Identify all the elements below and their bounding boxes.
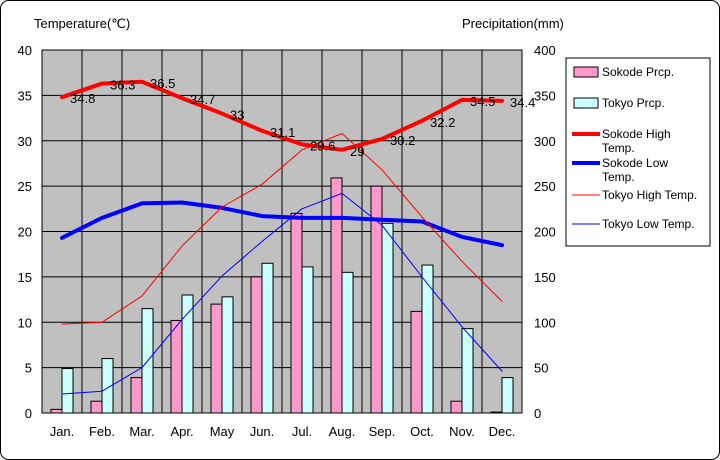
y-tick-label-left: 0 xyxy=(25,406,32,421)
bar-sokode-prcp-mark xyxy=(90,400,103,414)
bar-sokode-prcp-mark xyxy=(210,303,223,414)
x-tick-label: Aug. xyxy=(329,424,356,439)
y-tick-label-left: 10 xyxy=(18,315,32,330)
left-axis-label: Temperature(℃) xyxy=(34,16,130,31)
bar-tokyo-prcp-mark xyxy=(221,296,234,414)
legend-label: Tokyo High Temp. xyxy=(602,188,697,202)
legend-label: Sokode Low Temp. xyxy=(602,156,668,184)
x-tick-label: Jun. xyxy=(250,424,275,439)
x-tick-label: Dec. xyxy=(489,424,516,439)
y-tick-label-right: 350 xyxy=(534,88,556,103)
y-tick-label-left: 25 xyxy=(18,179,32,194)
data-label: 29 xyxy=(350,144,364,159)
bar-sokode-prcp-mark xyxy=(410,310,423,414)
bar-tokyo-prcp-mark xyxy=(421,264,434,414)
y-tick-label-right: 300 xyxy=(534,134,556,149)
data-label: 34.4 xyxy=(510,95,535,110)
x-tick-label: Feb. xyxy=(89,424,115,439)
bar-sokode-prcp-mark xyxy=(170,319,183,414)
legend-label: Sokode Prcp. xyxy=(602,65,674,79)
bar-sokode-prcp-mark xyxy=(290,212,303,414)
legend-box xyxy=(565,57,711,247)
x-tick-label: Apr. xyxy=(170,424,193,439)
bar-tokyo-prcp-mark xyxy=(101,358,114,414)
bar-sokode-prcp-mark xyxy=(50,408,63,414)
y-tick-label-left: 20 xyxy=(18,225,32,240)
x-tick-label: Jan. xyxy=(50,424,75,439)
x-tick-label: Jul. xyxy=(292,424,312,439)
legend-swatch xyxy=(573,97,599,109)
data-label: 32.2 xyxy=(430,115,455,130)
legend-label: Sokode High Temp. xyxy=(602,127,671,155)
bar-tokyo-prcp-mark xyxy=(461,328,474,414)
legend-label: Tokyo Low Temp. xyxy=(602,217,695,231)
legend-swatch xyxy=(573,66,599,78)
y-tick-label-left: 5 xyxy=(25,361,32,376)
legend-label: Tokyo Prcp. xyxy=(602,96,665,110)
bar-tokyo-prcp-mark xyxy=(301,266,314,414)
bar-tokyo-prcp-mark xyxy=(181,294,194,414)
data-label: 36.3 xyxy=(110,78,135,93)
bar-tokyo-prcp-mark xyxy=(381,222,394,414)
y-tick-label-right: 0 xyxy=(534,406,541,421)
y-tick-label-left: 30 xyxy=(18,134,32,149)
y-tick-label-right: 200 xyxy=(534,225,556,240)
y-tick-label-left: 40 xyxy=(18,43,32,58)
data-label: 31.1 xyxy=(270,125,295,140)
y-tick-label-left: 15 xyxy=(18,270,32,285)
bar-tokyo-prcp-mark xyxy=(61,368,74,414)
x-tick-label: Nov. xyxy=(449,424,475,439)
line-sokode-high-temp xyxy=(60,79,504,152)
x-tick-label: Mar. xyxy=(129,424,154,439)
bar-tokyo-prcp-mark xyxy=(261,262,274,414)
bar-sokode-prcp-mark xyxy=(130,377,143,414)
y-tick-label-right: 50 xyxy=(534,361,548,376)
data-label: 29.6 xyxy=(310,138,335,153)
data-label: 34.8 xyxy=(70,91,95,106)
bar-sokode-prcp-mark xyxy=(330,177,343,414)
line-tokyo-high-temp xyxy=(61,132,503,325)
x-tick-label: May xyxy=(210,424,235,439)
data-label: 30.2 xyxy=(390,133,415,148)
line-tokyo-low-temp xyxy=(61,192,503,395)
y-tick-label-right: 150 xyxy=(534,270,556,285)
data-label: 34.7 xyxy=(190,92,215,107)
bar-sokode-prcp-mark xyxy=(490,411,503,414)
data-label: 36.5 xyxy=(150,76,175,91)
bar-sokode-prcp-mark xyxy=(250,276,263,414)
y-tick-label-right: 100 xyxy=(534,315,556,330)
right-axis-label: Precipitation(mm) xyxy=(462,16,564,31)
bar-sokode-prcp-mark xyxy=(450,400,463,414)
bar-tokyo-prcp-mark xyxy=(501,377,514,414)
data-label: 33 xyxy=(230,108,244,123)
y-tick-label-left: 35 xyxy=(18,88,32,103)
bar-tokyo-prcp-mark xyxy=(341,271,354,414)
x-tick-label: Sep. xyxy=(369,424,396,439)
x-tick-label: Oct. xyxy=(410,424,434,439)
data-label: 34.5 xyxy=(470,94,495,109)
y-tick-label-right: 400 xyxy=(534,43,556,58)
y-tick-label-right: 250 xyxy=(534,179,556,194)
